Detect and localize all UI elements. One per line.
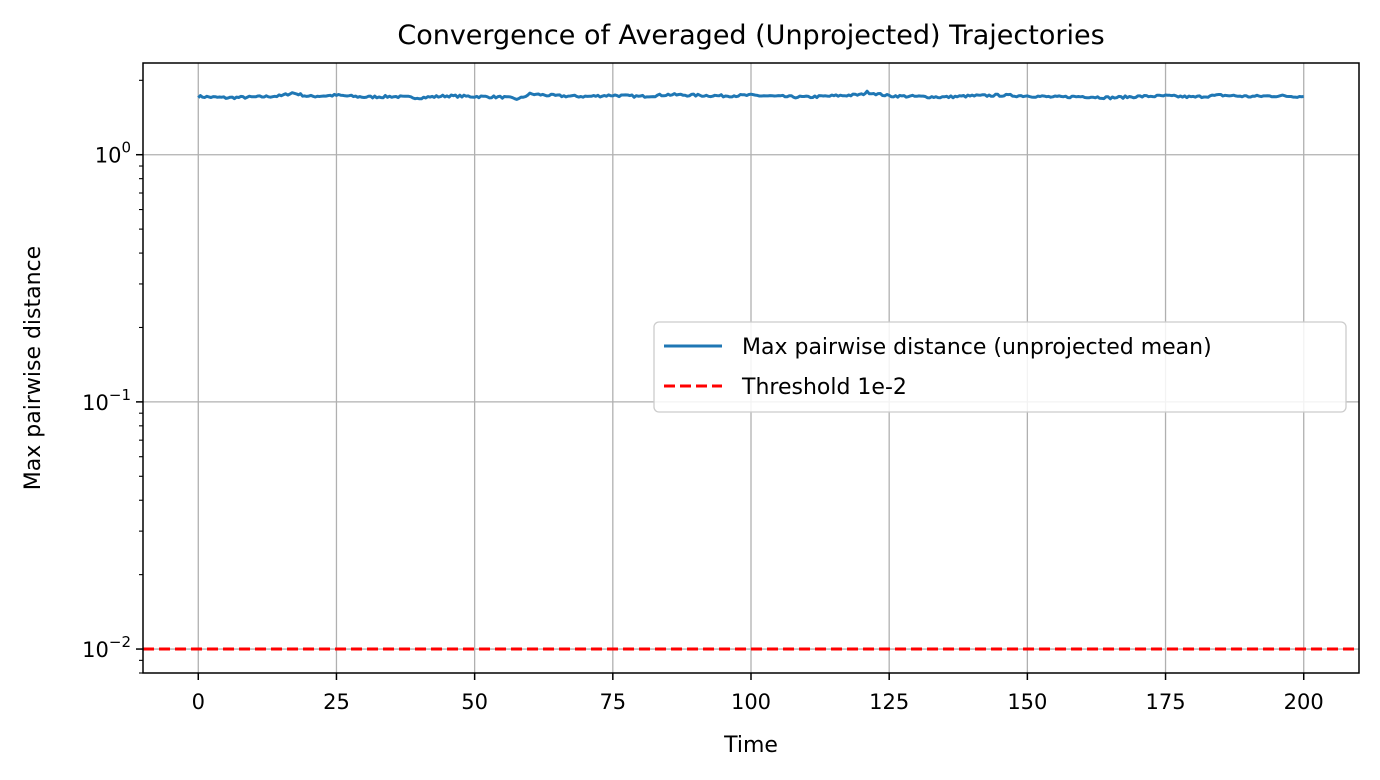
x-tick-label: 50 xyxy=(461,690,488,714)
legend: Max pairwise distance (unprojected mean)… xyxy=(653,321,1347,413)
x-axis-label: Time xyxy=(723,733,778,758)
x-tick-label: 75 xyxy=(599,690,626,714)
legend-frame xyxy=(653,321,1347,413)
legend-label-unprojected-mean: Max pairwise distance (unprojected mean) xyxy=(742,335,1212,360)
x-tick-label: 125 xyxy=(869,690,909,714)
x-tick-label: 200 xyxy=(1284,690,1324,714)
y-tick-label: 10−1 xyxy=(82,386,131,415)
y-axis-label: Max pairwise distance xyxy=(21,246,46,490)
series-layer xyxy=(143,89,1359,651)
x-tick-label: 0 xyxy=(192,690,205,714)
tick-layer: 0 25 50 75 100 125 150 175 200 100 10−1 10−2 xyxy=(82,79,1324,714)
x-tick-label: 25 xyxy=(323,690,350,714)
series-line-unprojected-mean xyxy=(197,89,1304,101)
legend-label-threshold: Threshold 1e-2 xyxy=(741,375,907,400)
chart-title: Convergence of Averaged (Unprojected) Tr… xyxy=(397,20,1104,51)
x-tick-label: 100 xyxy=(731,690,771,714)
x-tick-label: 175 xyxy=(1145,690,1185,714)
x-tick-label: 150 xyxy=(1007,690,1047,714)
y-tick-label: 100 xyxy=(95,139,131,168)
y-tick-label: 10−2 xyxy=(82,633,131,662)
